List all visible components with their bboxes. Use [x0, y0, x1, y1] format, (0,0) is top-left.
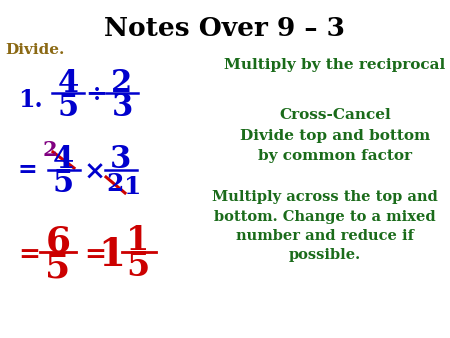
Text: =: =: [84, 242, 106, 267]
Text: 5: 5: [53, 169, 73, 199]
Text: 5: 5: [58, 92, 79, 122]
Text: ×: ×: [84, 160, 106, 185]
Text: =: =: [18, 158, 38, 182]
Text: 6: 6: [45, 224, 71, 258]
Text: Multiply by the reciprocal: Multiply by the reciprocal: [225, 58, 446, 72]
Text: 5: 5: [126, 250, 149, 284]
Text: 1: 1: [99, 236, 126, 274]
Text: 3: 3: [109, 145, 130, 175]
Text: Multiply across the top and
bottom. Change to a mixed
number and reduce if
possi: Multiply across the top and bottom. Chan…: [212, 190, 438, 263]
Text: 1.: 1.: [18, 88, 43, 112]
Text: 4: 4: [58, 68, 79, 98]
Text: 4: 4: [52, 145, 74, 175]
Text: Divide.: Divide.: [5, 43, 64, 57]
Text: ÷: ÷: [85, 82, 107, 107]
Text: 3: 3: [111, 92, 133, 122]
Text: 1: 1: [124, 175, 142, 199]
Text: 2: 2: [112, 68, 133, 98]
Text: Notes Over 9 – 3: Notes Over 9 – 3: [104, 16, 346, 41]
Text: 2: 2: [43, 140, 57, 160]
Text: 2: 2: [106, 172, 124, 196]
Text: =: =: [18, 242, 40, 267]
Text: Cross-Cancel
Divide top and bottom
by common factor: Cross-Cancel Divide top and bottom by co…: [240, 108, 430, 163]
Text: 1: 1: [126, 224, 150, 258]
Text: 5: 5: [45, 250, 71, 284]
